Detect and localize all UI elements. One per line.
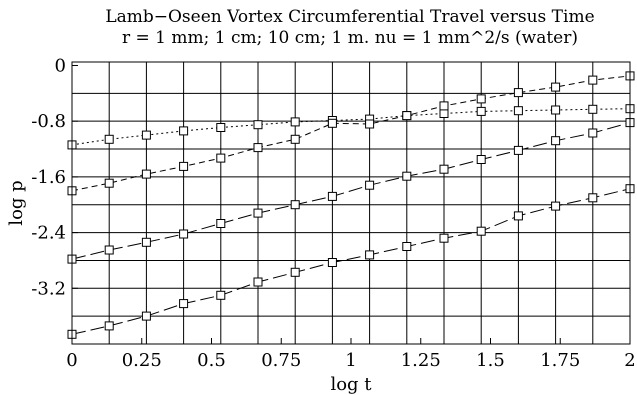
data-point [216, 123, 226, 132]
series-line [71, 188, 631, 335]
y-axis-label: log p [6, 180, 27, 225]
data-point [179, 161, 189, 171]
series-3 [67, 118, 635, 264]
data-point [551, 201, 561, 211]
x-tick-label: 1.5 [476, 350, 505, 371]
x-tick-label: 1.25 [401, 350, 441, 371]
data-point [327, 118, 337, 128]
y-tick-label: -3.2 [31, 278, 66, 299]
data-point [588, 193, 598, 203]
x-tick-label: 0.5 [197, 350, 226, 371]
data-point [439, 101, 449, 111]
data-point [439, 233, 449, 243]
y-tick-label: -2.4 [31, 223, 66, 244]
data-point [253, 120, 263, 130]
data-point [439, 164, 449, 174]
data-point [439, 109, 449, 118]
data-point [588, 128, 598, 138]
x-tick-label: 2 [624, 350, 635, 371]
data-point [290, 200, 300, 210]
x-tick-label: 0 [66, 350, 77, 371]
data-point [179, 126, 189, 136]
data-point [141, 237, 151, 247]
data-point [216, 153, 226, 163]
x-tick-label: 0.75 [261, 350, 301, 371]
data-point [476, 226, 486, 236]
y-tick-label: -0.8 [31, 111, 66, 132]
data-point [513, 106, 523, 116]
series-1 [67, 104, 635, 150]
data-point [365, 180, 375, 190]
data-point [253, 143, 263, 153]
data-point [141, 311, 151, 321]
x-axis-label: log t [330, 374, 372, 395]
data-point [141, 130, 151, 140]
data-point [104, 245, 114, 255]
data-point [179, 299, 189, 309]
data-point [551, 82, 561, 92]
data-point [290, 134, 300, 144]
data-point [253, 277, 263, 287]
data-point [216, 290, 226, 300]
x-tick-label: 0.25 [122, 350, 162, 371]
data-point [513, 88, 523, 98]
data-point [402, 171, 412, 181]
plot-frame [71, 61, 631, 345]
data-point [216, 219, 226, 228]
data-point [290, 267, 300, 277]
series-2 [67, 71, 635, 196]
data-point [476, 94, 486, 104]
data-point [588, 104, 598, 114]
data-point [588, 75, 598, 85]
data-point [551, 136, 561, 146]
chart-title: Lamb−Oseen Vortex Circumferential Travel… [105, 7, 594, 27]
tick-labels: 0 0.25 0.5 0.75 1 1.25 1.5 1.75 2 0 -0.8 -1.6 -2.4 -3… [31, 55, 635, 371]
series-line [71, 122, 631, 260]
data-point [104, 178, 114, 188]
data-point [551, 105, 561, 115]
chart-subtitle: r = 1 mm; 1 cm; 10 cm; 1 m. nu = 1 mm^2/… [122, 28, 578, 48]
data-point [104, 134, 114, 144]
data-point [253, 208, 263, 218]
data-point [402, 111, 412, 121]
data-point [141, 169, 151, 179]
data-point [513, 211, 523, 221]
x-tick-label: 1 [345, 350, 356, 371]
series-line [71, 108, 631, 146]
data-point [365, 250, 375, 260]
y-tick-label: 0 [55, 55, 66, 76]
series-line [71, 75, 631, 192]
data-point [402, 242, 412, 251]
data-point [365, 119, 375, 129]
data-point [476, 155, 486, 164]
data-point [179, 229, 189, 239]
data-point [327, 191, 337, 201]
grid [72, 62, 630, 345]
data-point [104, 321, 114, 331]
data-point [327, 258, 337, 267]
series-4 [67, 184, 635, 339]
data-point [476, 106, 486, 116]
y-tick-label: -1.6 [31, 167, 66, 188]
data-point [513, 145, 523, 155]
data-point [290, 117, 300, 127]
x-tick-label: 1.75 [540, 350, 580, 371]
